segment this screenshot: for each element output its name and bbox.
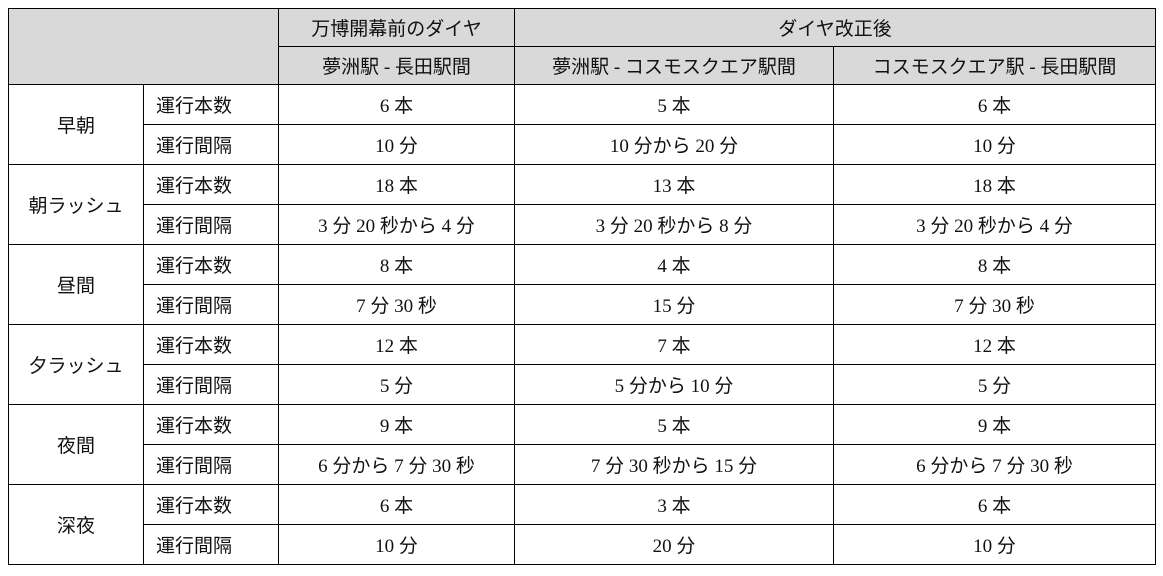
period-label: 夕ラッシュ bbox=[8, 324, 144, 405]
value-cell: 5 本 bbox=[514, 84, 834, 125]
value-cell: 3 本 bbox=[514, 484, 834, 525]
value-cell: 15 分 bbox=[514, 284, 834, 325]
value-cell: 10 分から 20 分 bbox=[514, 124, 834, 165]
value-cell: 12 本 bbox=[278, 324, 515, 365]
metric-label: 運行本数 bbox=[143, 84, 279, 125]
period-label: 夜間 bbox=[8, 404, 144, 485]
value-cell: 3 分 20 秒から 4 分 bbox=[278, 204, 515, 245]
header-section: 夢洲駅 - コスモスクエア駅間 bbox=[514, 46, 834, 85]
value-cell: 6 本 bbox=[833, 484, 1156, 525]
value-cell: 10 分 bbox=[278, 524, 515, 565]
header-group-before: 万博開幕前のダイヤ bbox=[278, 8, 515, 47]
table-row: 運行間隔 10 分 20 分 10 分 bbox=[9, 524, 1156, 565]
header-row-sections: 夢洲駅 - 長田駅間 夢洲駅 - コスモスクエア駅間 コスモスクエア駅 - 長田… bbox=[9, 46, 1156, 85]
value-cell: 8 本 bbox=[278, 244, 515, 285]
value-cell: 12 本 bbox=[833, 324, 1156, 365]
period-label: 朝ラッシュ bbox=[8, 164, 144, 245]
value-cell: 7 本 bbox=[514, 324, 834, 365]
value-cell: 9 本 bbox=[833, 404, 1156, 445]
metric-label: 運行間隔 bbox=[143, 284, 279, 325]
value-cell: 6 本 bbox=[833, 84, 1156, 125]
header-row-groups: 万博開幕前のダイヤ ダイヤ改正後 bbox=[8, 8, 1156, 85]
header-section: 夢洲駅 - 長田駅間 bbox=[278, 46, 515, 85]
value-cell: 10 分 bbox=[833, 524, 1156, 565]
value-cell: 7 分 30 秒から 15 分 bbox=[514, 444, 834, 485]
header-group-after: ダイヤ改正後 bbox=[514, 8, 1156, 47]
period-label: 深夜 bbox=[8, 484, 144, 565]
value-cell: 4 本 bbox=[514, 244, 834, 285]
metric-label: 運行本数 bbox=[143, 324, 279, 365]
value-cell: 18 本 bbox=[833, 164, 1156, 205]
period-label: 昼間 bbox=[8, 244, 144, 325]
value-cell: 8 本 bbox=[833, 244, 1156, 285]
timetable-comparison-table: 万博開幕前のダイヤ ダイヤ改正後 夢洲駅 - 長田駅間 夢洲駅 - コスモスクエ… bbox=[8, 8, 1156, 565]
header-corner bbox=[8, 8, 279, 85]
value-cell: 7 分 30 秒 bbox=[278, 284, 515, 325]
metric-label: 運行本数 bbox=[143, 404, 279, 445]
period-label: 早朝 bbox=[8, 84, 144, 165]
value-cell: 6 本 bbox=[278, 484, 515, 525]
metric-label: 運行間隔 bbox=[143, 444, 279, 485]
metric-label: 運行本数 bbox=[143, 484, 279, 525]
value-cell: 5 分から 10 分 bbox=[514, 364, 834, 405]
metric-label: 運行間隔 bbox=[143, 124, 279, 165]
value-cell: 5 分 bbox=[833, 364, 1156, 405]
value-cell: 13 本 bbox=[514, 164, 834, 205]
value-cell: 10 分 bbox=[278, 124, 515, 165]
value-cell: 6 分から 7 分 30 秒 bbox=[278, 444, 515, 485]
value-cell: 18 本 bbox=[278, 164, 515, 205]
table-row: 朝ラッシュ 運行本数 18 本 13 本 18 本 bbox=[8, 164, 1156, 245]
metric-label: 運行間隔 bbox=[143, 204, 279, 245]
value-cell: 9 本 bbox=[278, 404, 515, 445]
metric-label: 運行本数 bbox=[143, 244, 279, 285]
value-cell: 5 分 bbox=[278, 364, 515, 405]
value-cell: 6 分から 7 分 30 秒 bbox=[833, 444, 1156, 485]
value-cell: 3 分 20 秒から 4 分 bbox=[833, 204, 1156, 245]
value-cell: 3 分 20 秒から 8 分 bbox=[514, 204, 834, 245]
table-row: 運行間隔 10 分 10 分から 20 分 10 分 bbox=[9, 124, 1156, 165]
metric-label: 運行間隔 bbox=[143, 524, 279, 565]
value-cell: 20 分 bbox=[514, 524, 834, 565]
metric-label: 運行本数 bbox=[143, 164, 279, 205]
metric-label: 運行間隔 bbox=[143, 364, 279, 405]
value-cell: 7 分 30 秒 bbox=[833, 284, 1156, 325]
value-cell: 5 本 bbox=[514, 404, 834, 445]
value-cell: 10 分 bbox=[833, 124, 1156, 165]
header-section: コスモスクエア駅 - 長田駅間 bbox=[833, 46, 1156, 85]
value-cell: 6 本 bbox=[278, 84, 515, 125]
